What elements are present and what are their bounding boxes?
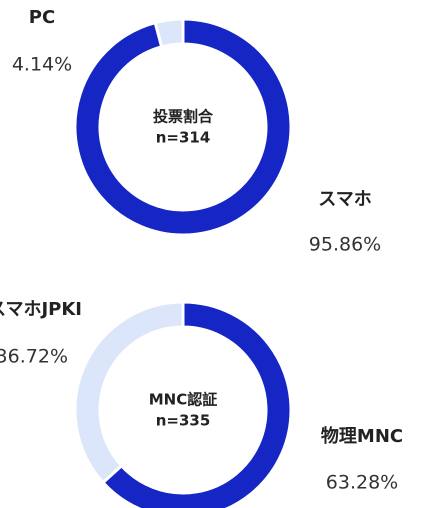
- category-label: 物理MNC: [321, 425, 403, 447]
- donut-segment: [73, 300, 185, 485]
- value-label: 4.14%: [12, 54, 72, 76]
- category-label: スマホ: [318, 189, 371, 210]
- donut-segment: [100, 300, 293, 508]
- center-label: n=335: [156, 412, 211, 430]
- category-label: スマホJPKI: [0, 299, 82, 320]
- donut-segment: [153, 17, 185, 49]
- category-label: PC: [29, 7, 55, 28]
- center-label: MNC認証: [149, 391, 218, 409]
- value-label: 95.86%: [309, 234, 381, 256]
- center-label: n=314: [156, 129, 211, 147]
- donut-segment: [73, 17, 293, 237]
- center-label: 投票割合: [153, 108, 214, 126]
- value-label: 36.72%: [0, 346, 68, 368]
- value-label: 63.28%: [326, 472, 398, 494]
